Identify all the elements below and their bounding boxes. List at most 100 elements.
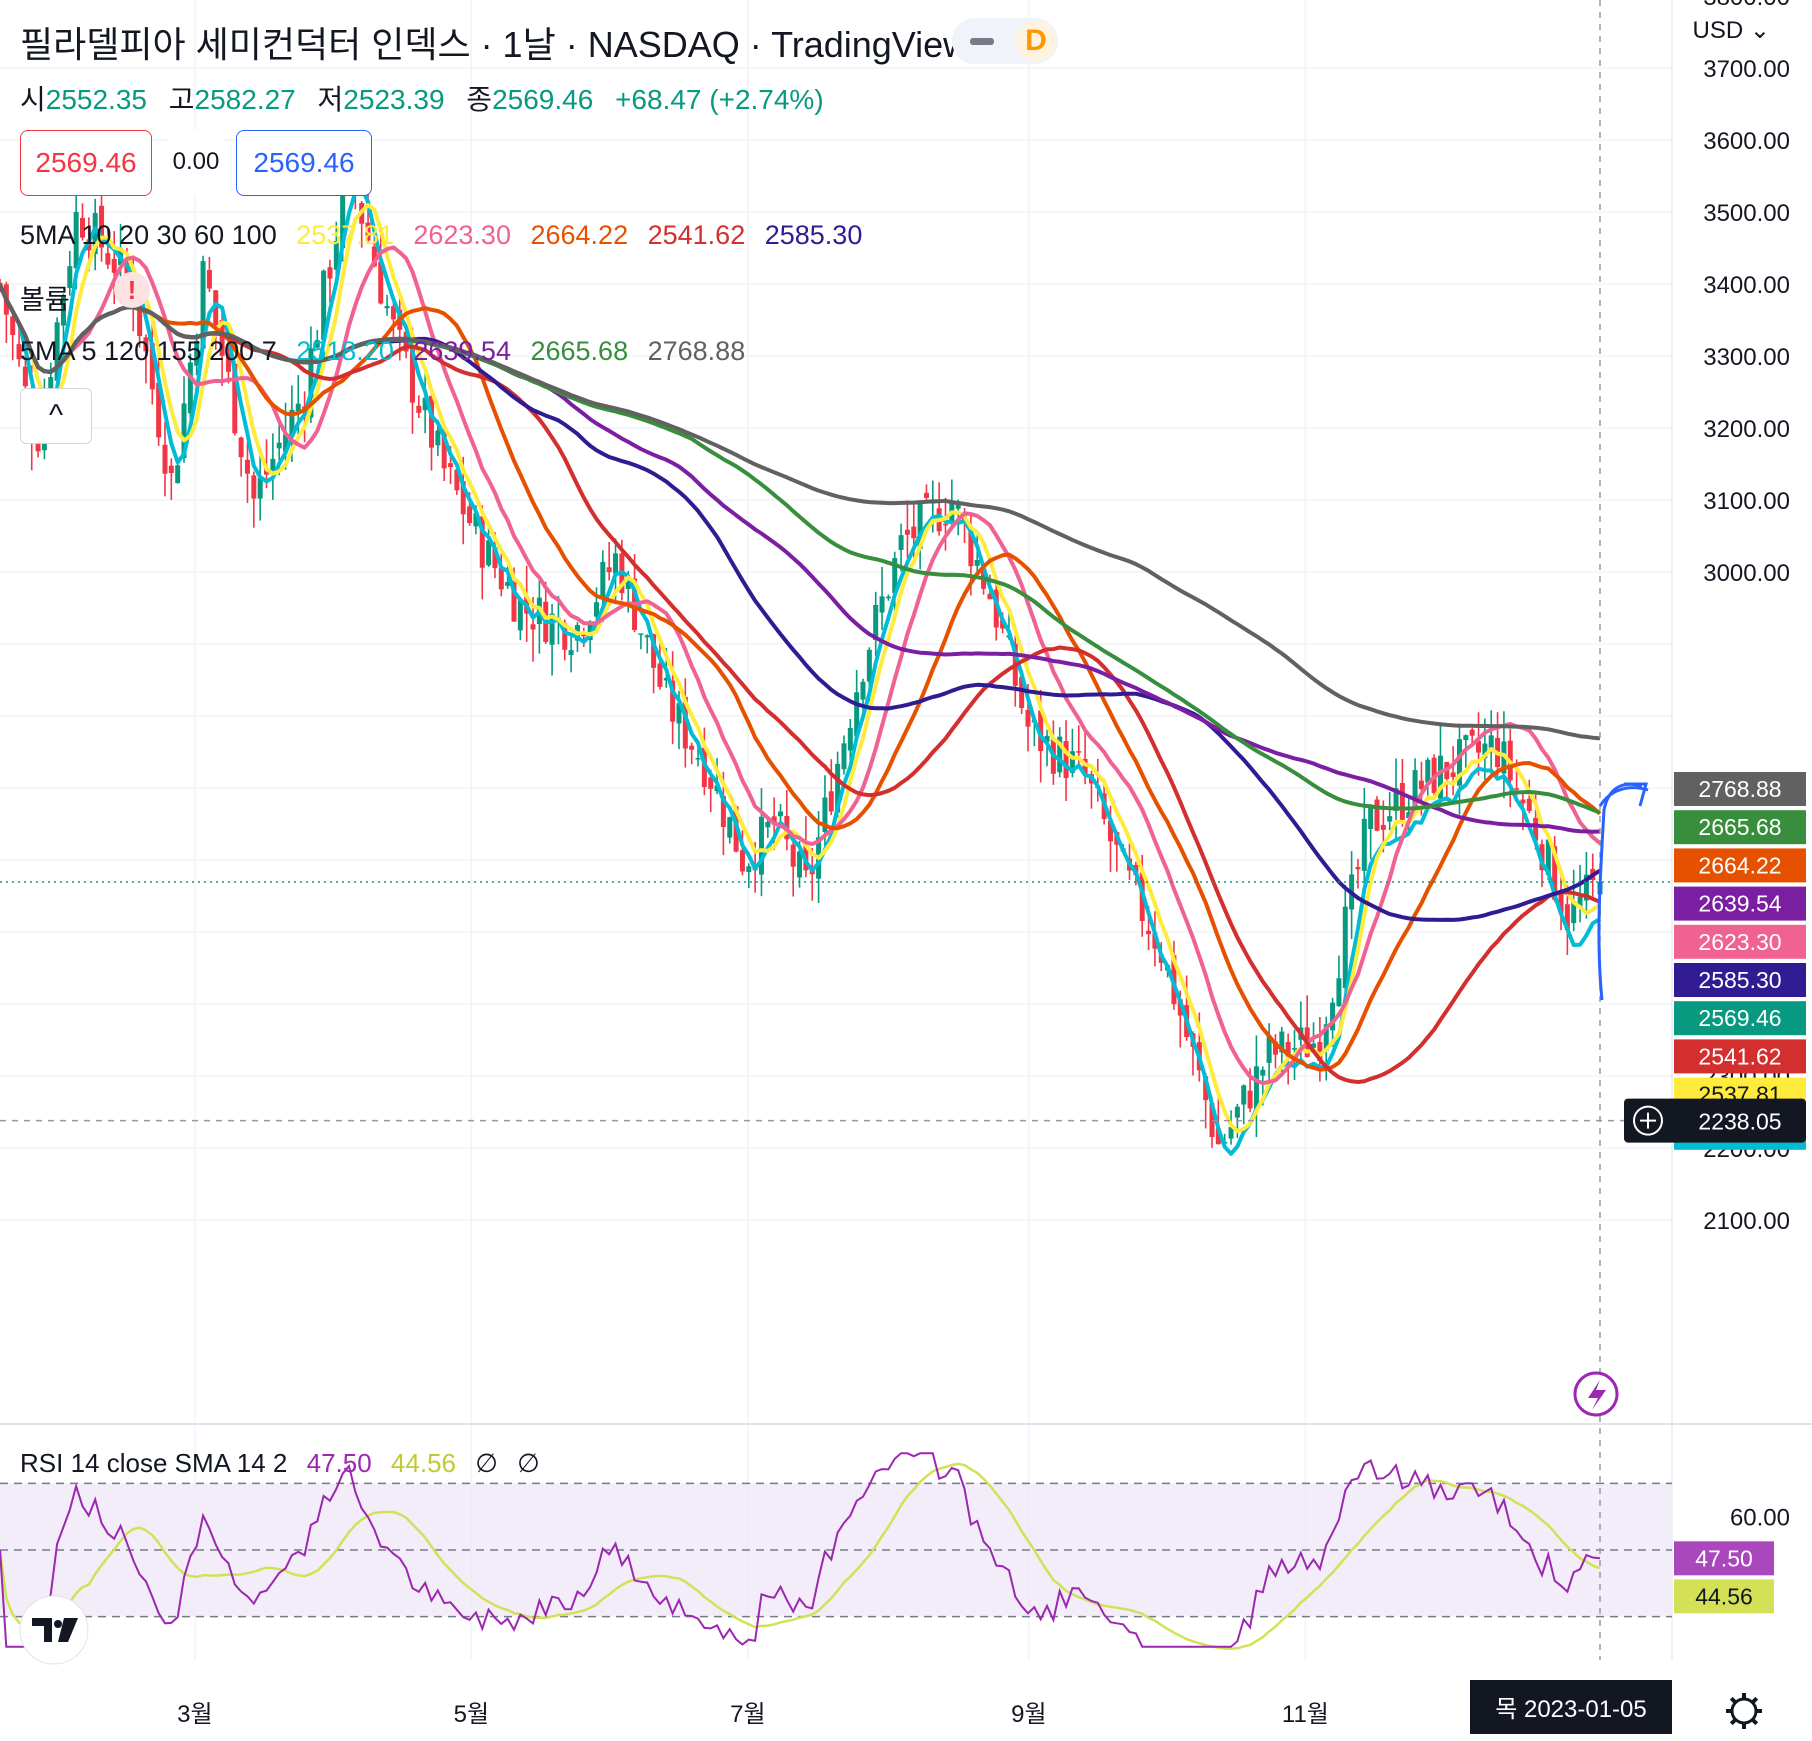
- ma-group1-value-0: 2537.81: [296, 220, 394, 250]
- ma-group1-legend[interactable]: 5MA 10 20 30 60 100 2537.81 2623.30 2664…: [20, 220, 874, 251]
- candle-body: [1533, 817, 1539, 841]
- price-label-text: 2585.30: [1698, 967, 1781, 993]
- candle-body: [847, 727, 853, 751]
- candle-body: [1514, 788, 1520, 790]
- rsi-sma-text: 44.56: [1695, 1583, 1753, 1609]
- tradingview-logo-v: [58, 1618, 78, 1642]
- volume-label: 볼륨: [20, 285, 70, 315]
- price-tick-label: 3100.00: [1703, 488, 1790, 515]
- rsi-sma-box: [1674, 1579, 1774, 1614]
- interval-badge[interactable]: D: [952, 18, 1058, 64]
- ma-group1-label: 5MA 10 20 30 60 100: [20, 220, 277, 250]
- candle-body: [187, 362, 193, 414]
- price-tick-label: 3600.00: [1703, 128, 1790, 155]
- ma-group2-label: 5MA 5 120 155 200 7: [20, 336, 277, 366]
- candle-body: [974, 559, 980, 566]
- currency-selector[interactable]: USD ⌄: [1693, 16, 1770, 45]
- candle-body: [251, 475, 257, 499]
- candle-body: [613, 553, 619, 574]
- alert-icon[interactable]: !: [114, 272, 150, 308]
- candle-body: [568, 650, 574, 656]
- candle-body: [1418, 780, 1424, 790]
- collapse-legend-button[interactable]: ^: [20, 388, 92, 444]
- gear-icon-tooth: [1729, 1696, 1737, 1704]
- candle-body: [739, 850, 745, 872]
- price-label-text: 2665.68: [1698, 814, 1781, 840]
- price-tick-label: 2100.00: [1703, 1208, 1790, 1235]
- candle-body: [1241, 1085, 1247, 1105]
- candle-body: [822, 797, 828, 833]
- candle-body: [22, 366, 28, 387]
- volume-legend[interactable]: 볼륨: [20, 278, 82, 317]
- candle-body: [295, 403, 301, 412]
- candle-body: [778, 811, 784, 817]
- price-label-box: [1674, 848, 1806, 883]
- rsi-legend[interactable]: RSI 14 close SMA 14 2 47.50 44.56 ∅ ∅: [20, 1448, 552, 1479]
- candle-body: [892, 558, 898, 594]
- open-value: 2552.35: [45, 84, 147, 115]
- price-label-text: 2639.54: [1698, 891, 1781, 917]
- candle-body: [73, 211, 79, 269]
- candle-body: [828, 791, 834, 812]
- ma-group1-value-4: 2585.30: [764, 220, 863, 250]
- candle-body: [168, 465, 174, 474]
- candle-body: [429, 395, 435, 448]
- lightning-icon-bolt: [1588, 1380, 1606, 1410]
- candle-body: [517, 600, 523, 631]
- candle-body: [92, 213, 98, 255]
- close-label: 종: [466, 84, 493, 115]
- candle-body: [48, 377, 54, 390]
- candle-body: [1203, 1076, 1209, 1101]
- candle-body: [1272, 1041, 1278, 1055]
- candle-body: [873, 604, 879, 640]
- candle-body: [244, 459, 250, 474]
- candle-body: [10, 316, 16, 335]
- candle-body: [1063, 741, 1069, 779]
- candle-body: [1552, 846, 1558, 900]
- candle-body: [942, 523, 948, 526]
- candle-body: [1019, 676, 1025, 709]
- ma-group1-value-1: 2623.30: [413, 220, 511, 250]
- candle-body: [321, 270, 327, 340]
- rsi-tick-label: 60.00: [1730, 1505, 1790, 1532]
- tradingview-logo-dot: [54, 1620, 62, 1628]
- rsi-value-text: 47.50: [1695, 1545, 1753, 1571]
- candle-body: [0, 282, 3, 285]
- candle-body: [1342, 906, 1348, 988]
- candle-body: [79, 217, 85, 238]
- time-tick-label: 7월: [730, 1701, 765, 1728]
- candle-body: [1044, 735, 1050, 742]
- sell-price-button[interactable]: 2569.46: [20, 130, 152, 196]
- candle-body: [111, 258, 117, 273]
- buy-price-button[interactable]: 2569.46: [236, 130, 372, 196]
- moving-average-layer: [0, 0, 1672, 1660]
- candle-body: [835, 763, 841, 813]
- price-tick-label: 3200.00: [1703, 416, 1790, 443]
- candle-body: [746, 866, 752, 872]
- rsi-value-box: [1674, 1541, 1774, 1576]
- candle-body: [67, 266, 73, 288]
- gear-icon: [1730, 1697, 1758, 1725]
- close-value: 2569.46: [492, 84, 594, 115]
- candle-body: [638, 633, 644, 635]
- price-label-text: 2541.62: [1698, 1043, 1781, 1069]
- sell-price: 2569.46: [35, 147, 137, 178]
- candle-body: [1558, 892, 1564, 914]
- candle-body: [670, 680, 676, 722]
- candle-body: [492, 547, 498, 569]
- candle-body: [1266, 1035, 1272, 1063]
- candle-body: [308, 348, 314, 418]
- candle-body: [1393, 788, 1399, 811]
- candle-body: [1076, 751, 1082, 753]
- candle-body: [771, 816, 777, 825]
- candle-body: [16, 344, 22, 360]
- candle-body: [860, 681, 866, 700]
- candle-body: [841, 743, 847, 770]
- tradingview-logo-t: [32, 1618, 52, 1642]
- ma-group2-legend[interactable]: 5MA 5 120 155 200 7 2518.20 2639.54 2665…: [20, 336, 757, 367]
- candle-body: [1228, 1127, 1234, 1139]
- candle-body: [54, 322, 60, 381]
- candle-body: [657, 663, 663, 687]
- candle-body: [1234, 1106, 1240, 1118]
